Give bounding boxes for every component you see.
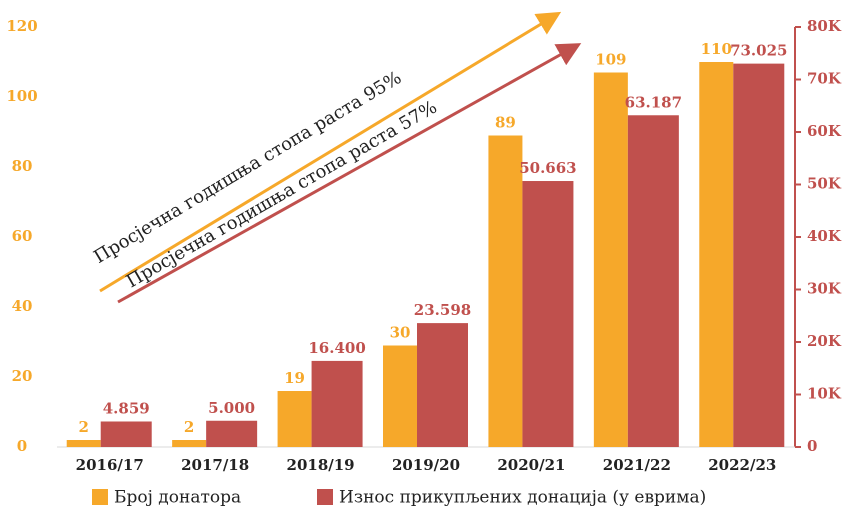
y-tick-label: 100 (6, 87, 37, 105)
annotation: Просјечна годишња стопа раста 57% (123, 97, 441, 293)
bar (172, 440, 207, 447)
x-tick-label: 2022/23 (708, 456, 776, 474)
y2-tick-label: 0 (807, 437, 817, 455)
bar (206, 420, 258, 447)
y2-tick-label: 50K (807, 175, 842, 193)
legend-label: Број донатора (114, 488, 241, 508)
y2-tick-label: 40K (807, 227, 842, 245)
data-label: 109 (595, 51, 626, 69)
bar (699, 62, 734, 447)
data-label: 4.859 (103, 399, 150, 417)
x-tick-label: 2019/20 (392, 456, 460, 474)
data-label: 30 (390, 324, 411, 342)
data-label: 73.025 (730, 42, 787, 60)
data-label: 23.598 (414, 301, 471, 319)
x-tick-label: 2021/22 (603, 456, 671, 474)
legend-swatch (92, 489, 108, 505)
data-label: 16.400 (308, 339, 365, 357)
bar (311, 360, 363, 447)
y-tick-label: 80 (12, 157, 33, 175)
bar (522, 181, 574, 447)
bar (100, 421, 152, 447)
x-tick-label: 2020/21 (497, 456, 565, 474)
data-label: 2 (184, 418, 194, 436)
data-label: 19 (284, 369, 305, 387)
data-label: 5.000 (208, 399, 255, 417)
data-label: 89 (495, 114, 516, 132)
data-label: 63.187 (625, 93, 682, 111)
y-tick-label: 0 (17, 437, 27, 455)
x-tick-label: 2018/19 (287, 456, 355, 474)
y2-tick-label: 60K (807, 122, 842, 140)
x-tick-label: 2016/17 (76, 456, 144, 474)
bar (488, 135, 523, 447)
bar (417, 323, 468, 447)
bar (733, 63, 785, 448)
y-tick-label: 20 (12, 367, 33, 385)
x-tick-label: 2017/18 (181, 456, 249, 474)
bar (383, 345, 417, 447)
arrow (99, 11, 562, 293)
y2-tick-label: 10K (807, 385, 842, 403)
legend-swatch (317, 489, 333, 505)
arrow (117, 43, 582, 304)
y2-tick-label: 20K (807, 332, 842, 350)
bar (593, 72, 628, 447)
bar (277, 391, 312, 447)
data-label: 2 (78, 418, 88, 436)
legend-label: Износ прикупљених донација (у еврима) (339, 488, 706, 508)
bar (66, 440, 101, 447)
y-tick-label: 40 (12, 297, 33, 315)
data-label: 50.663 (519, 159, 576, 177)
y-tick-label: 60 (12, 227, 33, 245)
y2-tick-label: 30K (807, 280, 842, 298)
bar (627, 115, 679, 447)
y2-tick-label: 80K (807, 17, 842, 35)
y-tick-label: 120 (6, 17, 37, 35)
y2-tick-label: 70K (807, 70, 842, 88)
data-label: 110 (701, 40, 732, 58)
